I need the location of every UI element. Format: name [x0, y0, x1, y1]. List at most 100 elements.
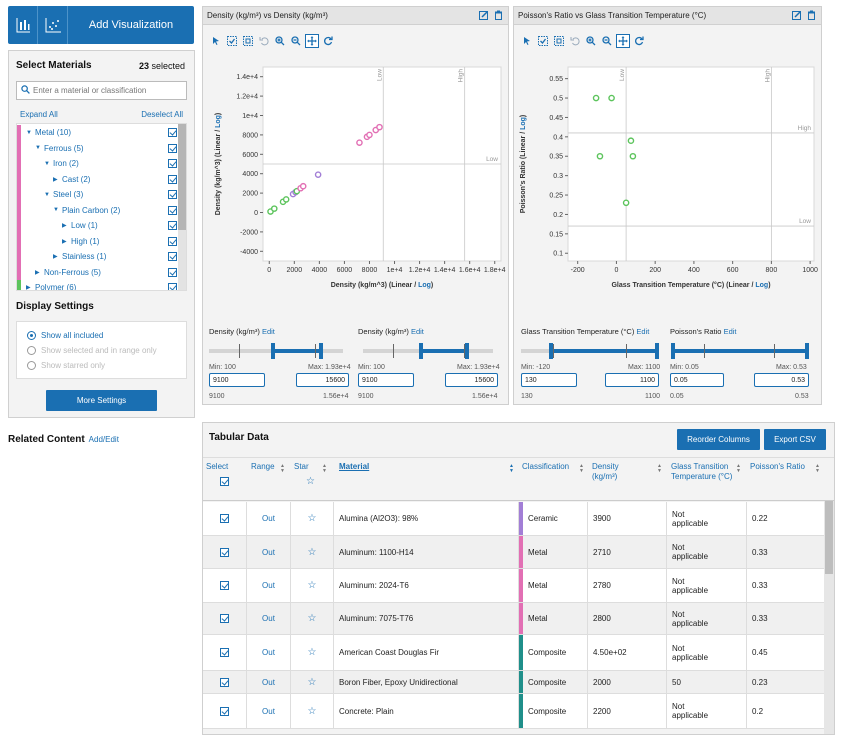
scatter-chart-icon[interactable] — [38, 6, 68, 44]
table-row[interactable]: Out ☆ Aluminum: 7075-T76 Metal 2800 Not appli… — [203, 603, 825, 635]
table-row[interactable]: Out ☆ Boron Fiber, Epoxy Unidirectional Com… — [203, 671, 825, 694]
tree-item-label[interactable]: Steel (3) — [53, 190, 84, 200]
sort-icon[interactable]: ▲ ▼ — [579, 463, 584, 474]
expand-arrow-icon[interactable]: ▶ — [62, 238, 67, 245]
range2-to-input[interactable]: 0.53 — [754, 373, 809, 387]
edit-icon[interactable] — [479, 10, 489, 22]
star-icon[interactable]: ☆ — [307, 705, 317, 717]
radio-show-starred[interactable]: Show starred only — [27, 361, 105, 370]
star-icon[interactable]: ☆ — [307, 676, 317, 688]
tree-item[interactable]: ▼ Steel (3) — [17, 187, 180, 203]
range1-edit-link[interactable]: Edit — [636, 327, 650, 336]
radio-show-selected-in-range[interactable]: Show selected and in range only — [27, 346, 157, 355]
range2-from-input[interactable]: 0.05 — [670, 373, 724, 387]
export-csv-button[interactable]: Export CSV — [764, 429, 826, 450]
tree-item-checkbox[interactable] — [168, 283, 177, 290]
table-row[interactable]: Out ☆ Aluminum: 2024-T6 Metal 2780 Not applic… — [203, 569, 825, 603]
pointer-icon[interactable] — [209, 34, 223, 48]
sort-icon[interactable]: ▲ ▼ — [280, 463, 285, 474]
expand-arrow-icon[interactable]: ▶ — [53, 176, 58, 183]
row-select-checkbox[interactable] — [220, 677, 229, 687]
material-cell[interactable]: Aluminum: 1100-H14 — [334, 536, 519, 568]
tree-scroll-thumb[interactable] — [178, 124, 186, 230]
sort-icon[interactable]: ▲ ▼ — [736, 463, 741, 474]
row-select-checkbox[interactable] — [220, 581, 229, 590]
table-row[interactable]: Out ☆ Aluminum: 1100-H14 Metal 2710 Not appli… — [203, 536, 825, 569]
tree-item-checkbox[interactable] — [168, 221, 177, 230]
edit-icon[interactable] — [792, 10, 802, 22]
table-row[interactable]: Out ☆ Alumina (Al2O3): 98% Ceramic 3900 Not a… — [203, 502, 825, 536]
range1-to-input[interactable]: 15600 — [296, 373, 349, 387]
range2-from-input[interactable]: 9100 — [358, 373, 414, 387]
trash-icon[interactable] — [807, 10, 816, 22]
tree-item-checkbox[interactable] — [168, 236, 177, 246]
data-point[interactable] — [622, 199, 630, 207]
expand-arrow-icon[interactable]: ▶ — [35, 269, 40, 276]
range-out-link[interactable]: Out — [262, 706, 275, 716]
tree-item[interactable]: ▶ Low (1) — [17, 218, 180, 234]
table-scrollbar[interactable] — [824, 501, 834, 734]
tree-item[interactable]: ▼ Iron (2) — [17, 156, 180, 172]
range2-to-input[interactable]: 15600 — [445, 373, 498, 387]
data-point[interactable] — [627, 137, 635, 145]
reset-icon[interactable] — [321, 34, 335, 48]
tree-item[interactable]: ▶ Polymer (6) — [17, 280, 180, 291]
range2-edit-link[interactable]: Edit — [723, 327, 737, 336]
tree-item[interactable]: ▶ High (1) — [17, 233, 180, 249]
undo-icon[interactable] — [257, 34, 271, 48]
col-material-header[interactable]: Material — [339, 462, 370, 471]
expand-arrow-icon[interactable]: ▶ — [53, 254, 58, 261]
table-scroll-thumb[interactable] — [825, 501, 833, 574]
material-cell[interactable]: Boron Fiber, Epoxy Unidirectional — [334, 671, 519, 693]
tree-item-checkbox[interactable] — [168, 190, 177, 199]
tree-item-checkbox[interactable] — [168, 205, 177, 215]
data-point[interactable] — [376, 123, 383, 131]
undo-icon[interactable] — [568, 34, 582, 48]
reset-icon[interactable] — [632, 34, 646, 48]
data-point[interactable] — [299, 182, 307, 190]
data-point[interactable] — [356, 139, 363, 146]
range1-min-handle[interactable] — [549, 343, 553, 359]
range2-edit-link[interactable]: Edit — [410, 327, 424, 336]
range2-min-handle[interactable] — [419, 343, 423, 359]
star-icon[interactable]: ☆ — [307, 647, 317, 658]
row-select-checkbox[interactable] — [220, 547, 229, 557]
sort-icon[interactable]: ▲ ▼ — [322, 463, 327, 474]
range-out-link[interactable]: Out — [262, 547, 275, 557]
data-point[interactable] — [608, 94, 615, 102]
range1-to-input[interactable]: 1100 — [605, 373, 659, 387]
select-all-checkbox[interactable] — [220, 477, 229, 486]
zoom-out-icon[interactable] — [600, 34, 614, 48]
range2-max-handle[interactable] — [805, 343, 809, 359]
col-select-header[interactable]: Select — [206, 462, 229, 471]
range-out-link[interactable]: Out — [262, 648, 275, 657]
box-select-check-icon[interactable] — [536, 34, 550, 48]
add-edit-link[interactable]: Add/Edit — [88, 435, 119, 444]
range1-edit-link[interactable]: Edit — [261, 327, 275, 336]
table-row[interactable]: Out ☆ Concrete: Plain Composite 2200 Not appl… — [203, 694, 825, 729]
tree-item-checkbox[interactable] — [168, 252, 177, 261]
col-gtt-header[interactable]: Glass Transition Temperature (°C) — [671, 462, 733, 481]
data-point[interactable] — [596, 152, 604, 160]
sort-icon[interactable]: ▲ ▼ — [815, 463, 820, 474]
tree-item[interactable]: ▶ Non-Ferrous (5) — [17, 264, 180, 280]
col-range-header[interactable]: Range — [251, 462, 275, 471]
zoom-in-icon[interactable] — [273, 34, 287, 48]
collapse-arrow-icon[interactable]: ▼ — [44, 160, 50, 167]
data-point[interactable] — [366, 131, 373, 139]
material-cell[interactable]: Aluminum: 7075-T76 — [334, 603, 519, 634]
data-point[interactable] — [270, 205, 278, 212]
star-icon[interactable]: ☆ — [307, 546, 317, 558]
tree-item-checkbox[interactable] — [168, 267, 177, 277]
pan-icon[interactable] — [305, 34, 319, 48]
material-cell[interactable]: Alumina (Al2O3): 98% — [334, 502, 519, 535]
tree-item-label[interactable]: Polymer (6) — [35, 283, 77, 291]
star-icon[interactable]: ☆ — [306, 476, 315, 487]
tree-item-checkbox[interactable] — [168, 143, 177, 153]
trash-icon[interactable] — [494, 10, 503, 22]
range-out-link[interactable]: Out — [262, 614, 275, 623]
data-point[interactable] — [314, 171, 322, 178]
tree-item-label[interactable]: Metal (10) — [35, 128, 72, 138]
tree-scrollbar[interactable] — [178, 124, 186, 290]
col-density-header[interactable]: Density (kg/m³) — [592, 462, 619, 481]
